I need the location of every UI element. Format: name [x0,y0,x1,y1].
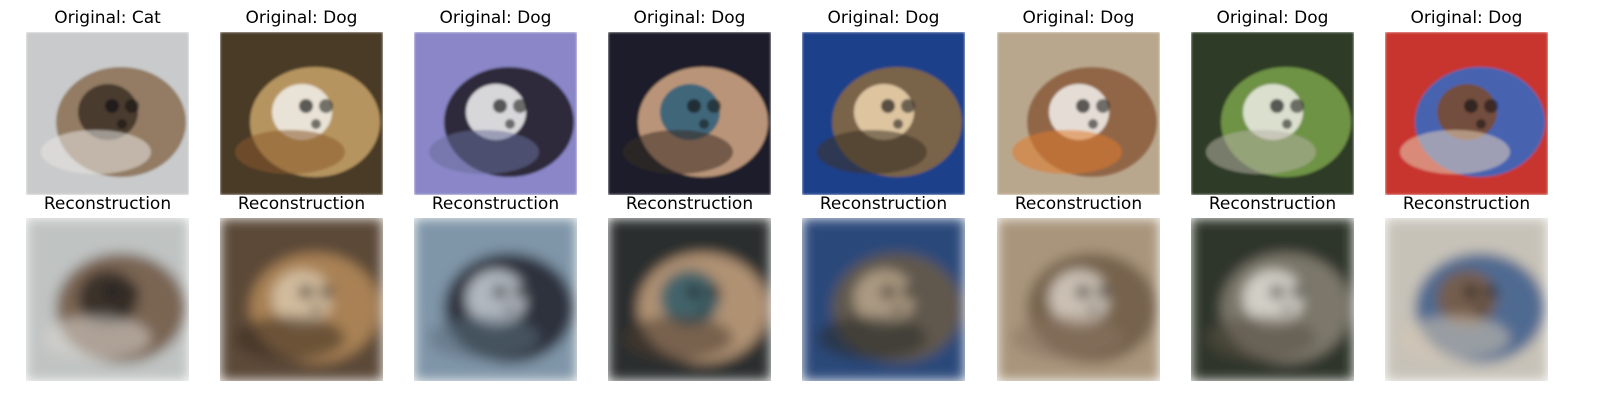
reconstruction-image-render [997,218,1160,381]
original-image-render [997,32,1160,195]
original-title: Original: Dog [633,8,746,28]
reconstruction-title: Reconstruction [625,194,754,214]
original-image [608,32,771,195]
original-image [802,32,965,195]
original-image [1385,32,1548,195]
reconstruction-image [802,218,965,381]
original-title: Original: Dog [439,8,552,28]
reconstruction-image-render [26,218,189,381]
reconstruction-title: Reconstruction [431,194,560,214]
original-image [997,32,1160,195]
reconstruction-title: Reconstruction [43,194,172,214]
original-image-render [608,32,771,195]
reconstruction-image [608,218,771,381]
original-image [414,32,577,195]
reconstruction-image-render [1385,218,1548,381]
original-image [1191,32,1354,195]
original-image-render [26,32,189,195]
reconstruction-title: Reconstruction [819,194,948,214]
reconstruction-image [220,218,383,381]
reconstruction-image-render [608,218,771,381]
reconstruction-title: Reconstruction [237,194,366,214]
original-title: Original: Cat [54,8,161,28]
reconstruction-image [26,218,189,381]
original-title: Original: Dog [1410,8,1523,28]
original-title: Original: Dog [245,8,358,28]
original-image-render [1191,32,1354,195]
reconstruction-title: Reconstruction [1014,194,1143,214]
original-image-render [220,32,383,195]
original-title: Original: Dog [1022,8,1135,28]
original-image-render [1385,32,1548,195]
reconstruction-image-render [220,218,383,381]
original-image-render [414,32,577,195]
reconstruction-image [414,218,577,381]
reconstruction-title: Reconstruction [1208,194,1337,214]
reconstruction-image [1191,218,1354,381]
original-image [220,32,383,195]
original-image-render [802,32,965,195]
reconstruction-image-render [414,218,577,381]
reconstruction-image [1385,218,1548,381]
original-image [26,32,189,195]
reconstruction-image-render [802,218,965,381]
original-title: Original: Dog [827,8,940,28]
original-title: Original: Dog [1216,8,1329,28]
reconstruction-image [997,218,1160,381]
reconstruction-title: Reconstruction [1402,194,1531,214]
reconstruction-image-render [1191,218,1354,381]
